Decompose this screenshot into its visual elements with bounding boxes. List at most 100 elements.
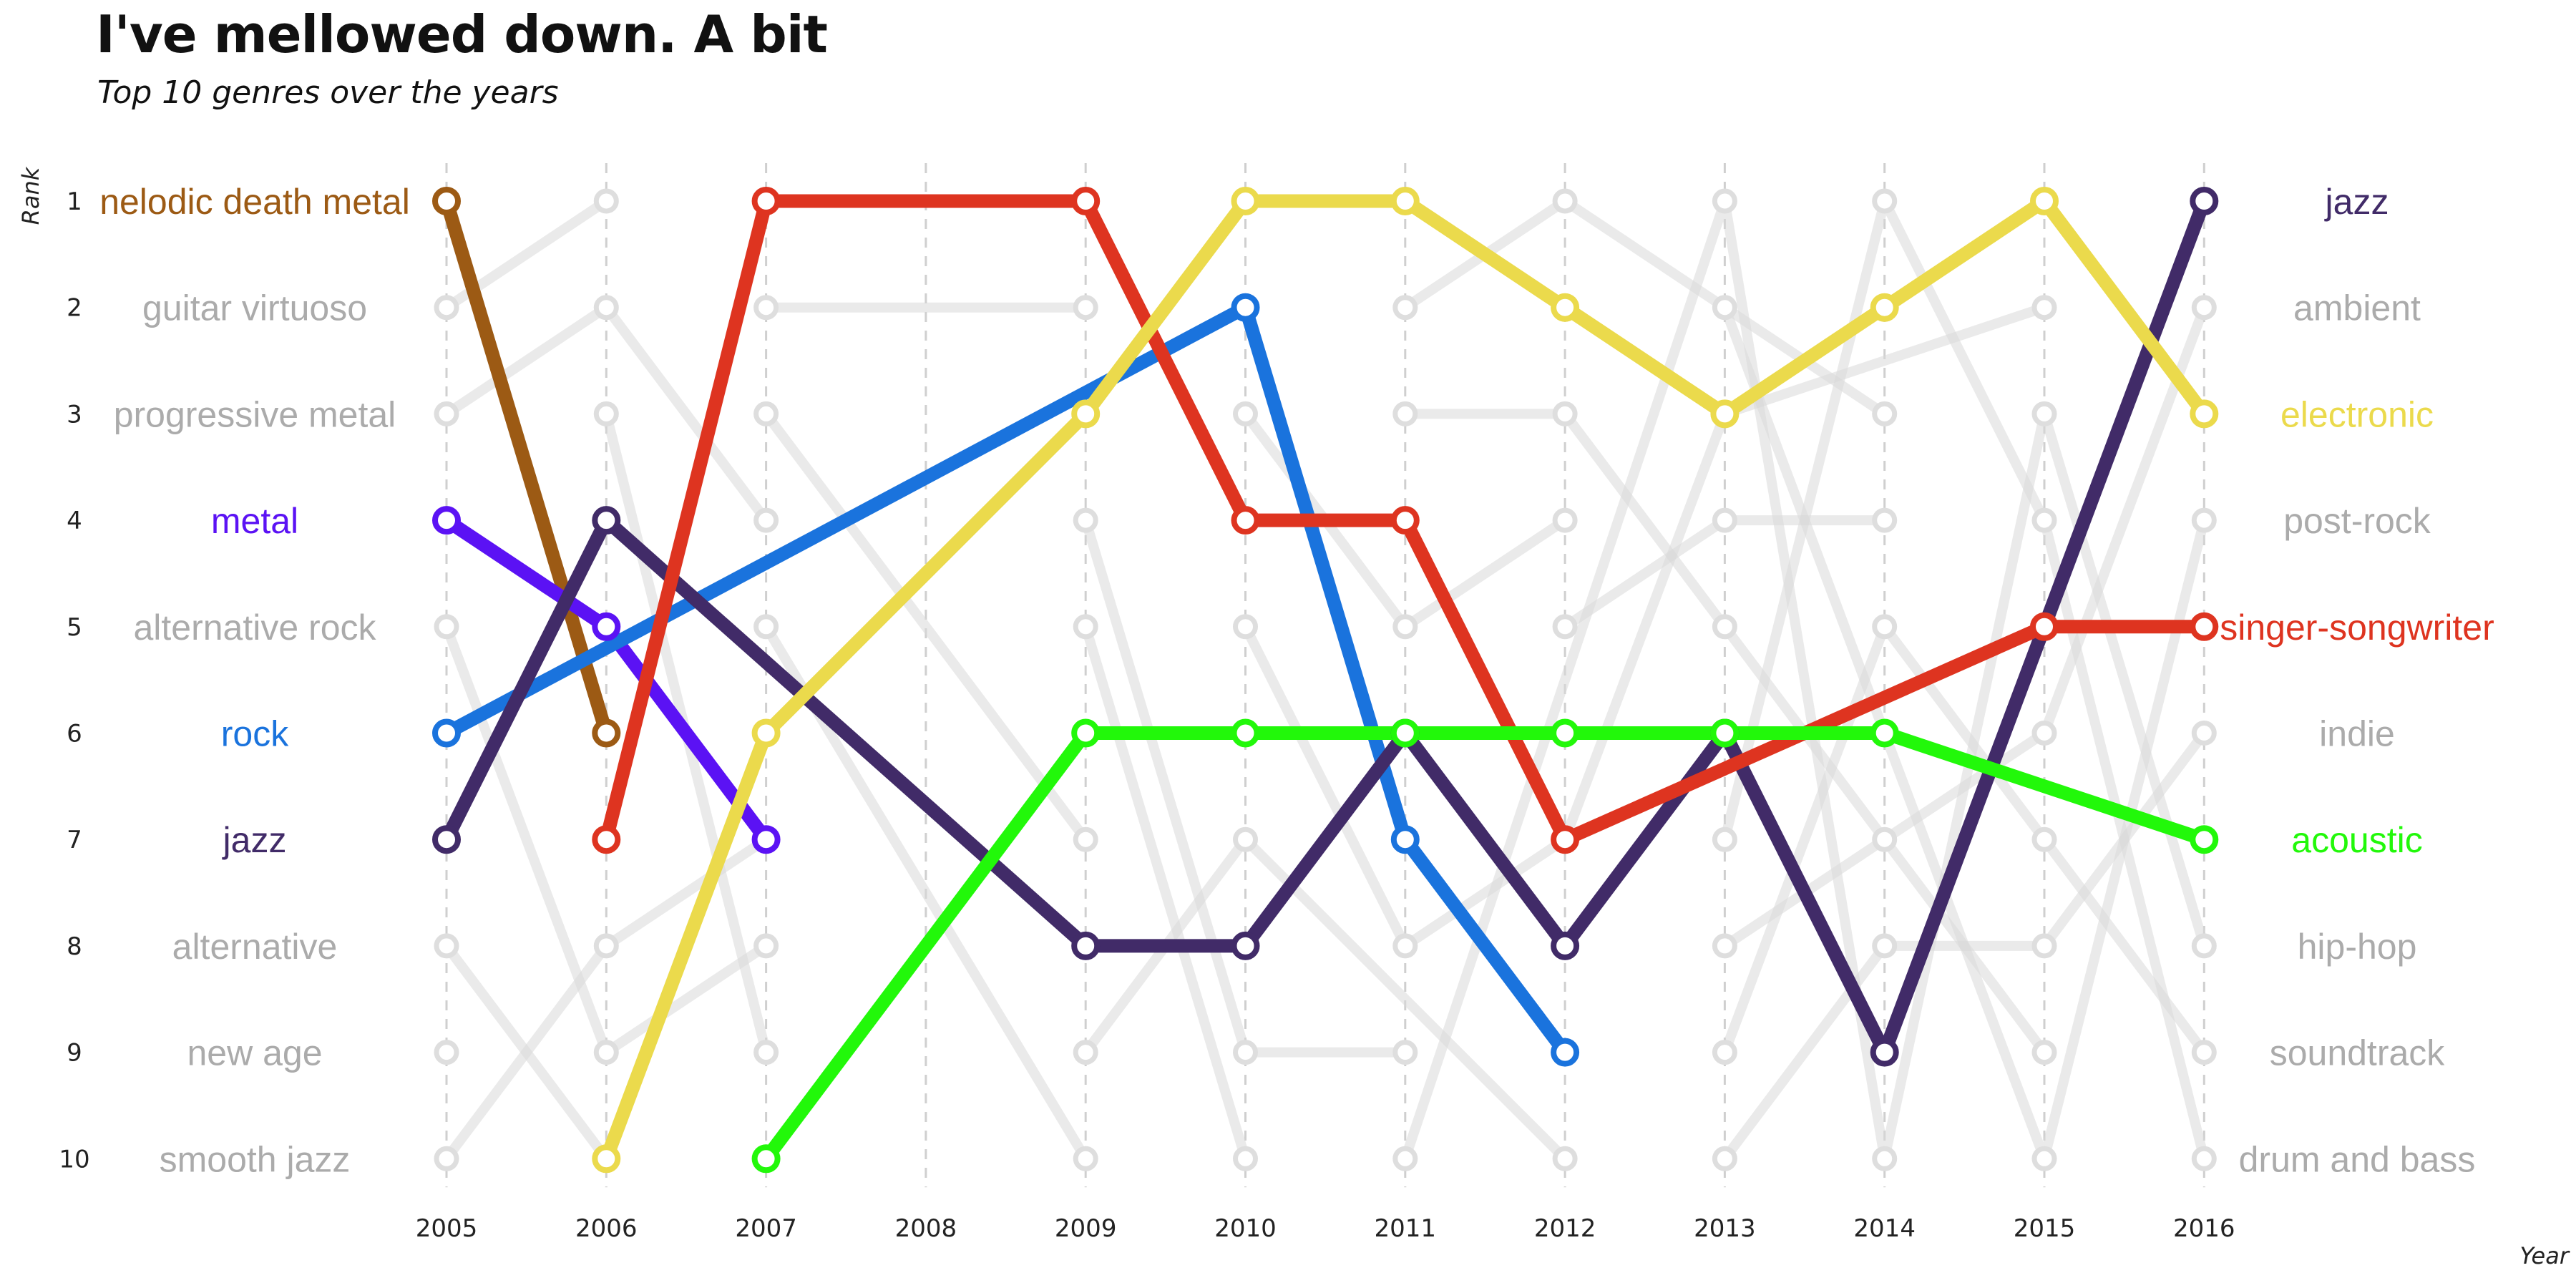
- background-series-line: [1719, 621, 2210, 1058]
- background-point: [1392, 614, 1418, 640]
- genre-label: post-rock: [2283, 501, 2431, 541]
- genre-label: hip-hop: [2298, 927, 2417, 967]
- background-point: [593, 933, 619, 959]
- point-electronic: [1390, 187, 1420, 215]
- x-tick-label: 2012: [1534, 1214, 1596, 1243]
- background-point: [1552, 507, 1578, 533]
- x-tick-label: 2014: [1853, 1214, 1916, 1243]
- genre-label: progressive metal: [114, 394, 396, 434]
- point-singer-songwriter: [1551, 825, 1580, 854]
- chart-subtitle: Top 10 genres over the years: [97, 74, 559, 111]
- point-electronic: [751, 718, 781, 748]
- background-point: [753, 614, 779, 640]
- chart-title: I've mellowed down. A bit: [96, 4, 828, 64]
- y-tick-label: 8: [67, 932, 82, 961]
- background-point: [434, 614, 459, 640]
- background-point: [434, 295, 459, 321]
- genre-label: electronic: [2280, 394, 2434, 434]
- point-singer-songwriter: [592, 825, 621, 854]
- background-point: [1712, 614, 1737, 640]
- y-tick-label: 10: [59, 1145, 89, 1174]
- y-tick-label: 7: [67, 826, 82, 854]
- series-line-singer-songwriter: [599, 194, 2211, 847]
- background-point: [1552, 614, 1578, 640]
- point-rock: [1231, 293, 1260, 322]
- background-series-line: [441, 834, 771, 1164]
- genre-label: drum and bass: [2239, 1139, 2476, 1179]
- background-point: [753, 507, 779, 533]
- x-tick-label: 2015: [2014, 1214, 2076, 1243]
- genre-label: singer-songwriter: [2220, 608, 2494, 648]
- genre-label: guitar virtuoso: [142, 288, 367, 328]
- point-rock: [432, 718, 461, 748]
- genre-label: alternative: [172, 927, 338, 967]
- background-point: [753, 1040, 779, 1065]
- point-acoustic: [1231, 718, 1260, 748]
- highlighted-points: [432, 187, 2219, 1174]
- genre-labels: nelodic death metal guitar virtuoso progre…: [99, 182, 2494, 1179]
- background-point: [434, 1146, 459, 1171]
- background-point: [1233, 401, 1258, 426]
- y-tick-label: 1: [67, 187, 82, 216]
- genre-label: smooth jazz: [160, 1139, 351, 1179]
- point-acoustic: [1390, 718, 1420, 748]
- background-point: [1712, 507, 1737, 533]
- point-acoustic: [1551, 718, 1580, 748]
- x-tick-label: 2009: [1055, 1214, 1117, 1243]
- background-point: [593, 188, 619, 214]
- background-point: [1392, 933, 1418, 959]
- background-point: [2191, 295, 2217, 321]
- series-line-acoustic: [759, 726, 2211, 1166]
- background-point: [2031, 1040, 2057, 1065]
- genre-label: soundtrack: [2270, 1033, 2446, 1073]
- point-electronic: [1870, 293, 1899, 322]
- background-point: [1073, 1146, 1098, 1171]
- point-acoustic: [1071, 718, 1101, 748]
- background-point: [1872, 401, 1898, 426]
- background-point: [753, 401, 779, 426]
- x-tick-label: 2016: [2173, 1214, 2235, 1243]
- background-point: [2191, 933, 2217, 959]
- point-metal: [592, 612, 621, 641]
- point-singer-songwriter: [751, 187, 781, 215]
- background-point: [1712, 1040, 1737, 1065]
- point-metal: [432, 506, 461, 535]
- point-metal: [751, 825, 781, 854]
- point-electronic: [2030, 187, 2059, 215]
- background-point: [2031, 507, 2057, 533]
- background-point: [1872, 1146, 1898, 1171]
- background-point: [1712, 826, 1737, 852]
- series-line-electronic: [599, 194, 2211, 1166]
- x-tick-label: 2006: [575, 1214, 638, 1243]
- y-tick-label: 5: [67, 613, 82, 642]
- background-point: [1392, 295, 1418, 321]
- background-point: [1073, 826, 1098, 852]
- y-tick-label: 9: [67, 1039, 82, 1068]
- y-axis-title: Rank: [17, 166, 44, 225]
- background-point: [1872, 933, 1898, 959]
- axes: Rank Year 2005 2006 2007 2008 2009 2010 2011 20…: [17, 166, 2570, 1269]
- background-point: [1552, 1146, 1578, 1171]
- background-point: [593, 1040, 619, 1065]
- background-series-line: [761, 409, 1091, 845]
- genre-label: nelodic death metal: [99, 182, 410, 222]
- y-tick-label: 3: [67, 400, 82, 429]
- genre-label: jazz: [222, 820, 287, 860]
- point-melodic-death-metal: [432, 187, 461, 215]
- genre-label: acoustic: [2291, 820, 2422, 860]
- background-point: [2031, 721, 2057, 746]
- background-point: [434, 1040, 459, 1065]
- background-point: [2031, 295, 2057, 321]
- point-jazz: [1870, 1038, 1899, 1067]
- point-singer-songwriter: [2190, 612, 2219, 641]
- background-point: [1712, 933, 1737, 959]
- series-line-metal: [439, 513, 774, 847]
- background-point: [1233, 1146, 1258, 1171]
- genre-label: new age: [187, 1033, 322, 1073]
- point-electronic: [1551, 293, 1580, 322]
- background-point: [1872, 826, 1898, 852]
- background-point: [1073, 295, 1098, 321]
- background-point: [1392, 1040, 1418, 1065]
- point-jazz: [2190, 187, 2219, 215]
- point-jazz: [1071, 931, 1101, 960]
